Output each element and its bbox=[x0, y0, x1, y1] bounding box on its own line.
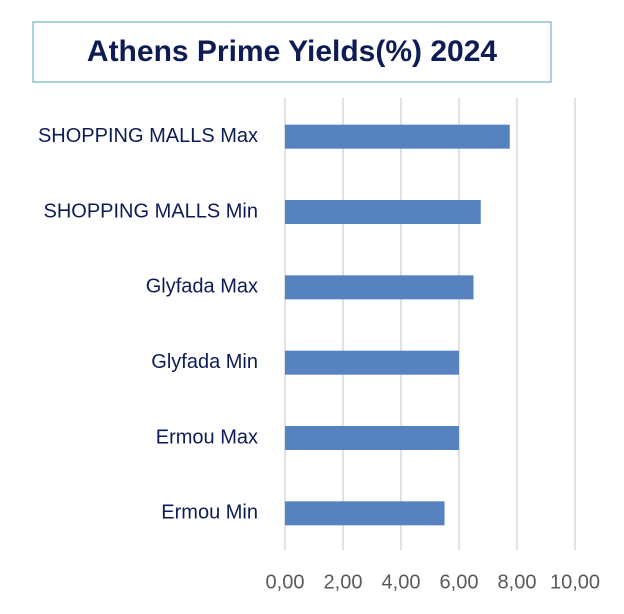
x-tick-label: 8,00 bbox=[498, 571, 537, 593]
bar bbox=[285, 426, 459, 450]
bar bbox=[285, 124, 510, 149]
bar bbox=[285, 350, 459, 375]
x-tick-label: 10,00 bbox=[550, 571, 600, 593]
y-tick-label: SHOPPING MALLS Min bbox=[43, 200, 258, 222]
y-tick-label: Glyfada Min bbox=[151, 351, 258, 373]
y-tick-label: Ermou Min bbox=[161, 502, 258, 524]
y-tick-label: Glyfada Max bbox=[146, 276, 258, 298]
x-tick-label: 2,00 bbox=[324, 571, 363, 593]
x-tick-label: 6,00 bbox=[440, 571, 479, 593]
bar bbox=[285, 275, 474, 300]
title-box bbox=[32, 21, 552, 83]
y-tick-label: SHOPPING MALLS Max bbox=[38, 125, 258, 147]
chart-title: Athens Prime Yields(%) 2024 bbox=[87, 35, 497, 68]
x-tick-label: 4,00 bbox=[382, 571, 421, 593]
y-tick-label: Ermou Max bbox=[156, 426, 258, 448]
x-tick-label: 0,00 bbox=[266, 571, 305, 593]
bar bbox=[285, 501, 445, 526]
bar bbox=[285, 200, 481, 224]
